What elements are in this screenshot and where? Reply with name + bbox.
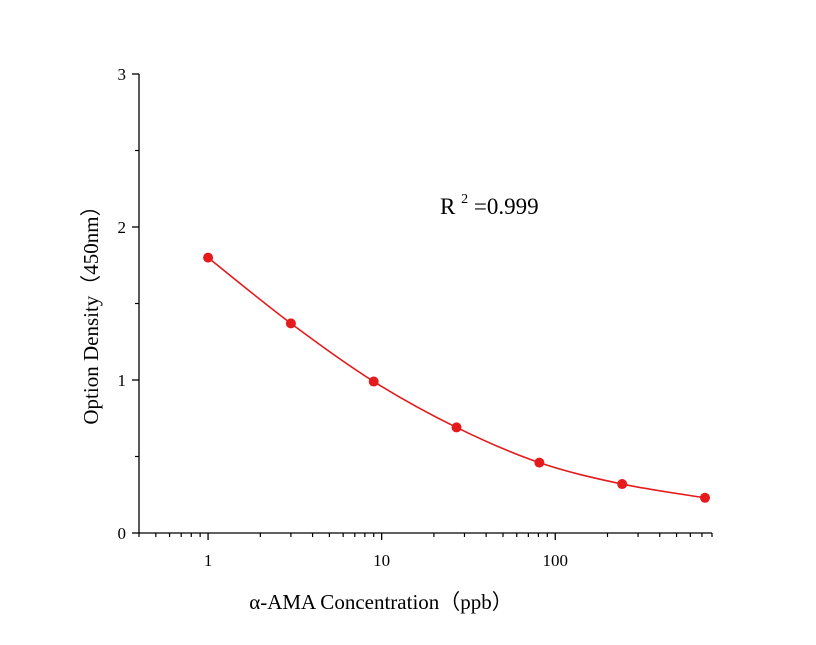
data-point [534,457,545,468]
x-tick-label: 10 [373,551,390,570]
data-point [368,376,379,387]
data-point [617,479,628,490]
data-point [203,252,214,263]
y-tick-label: 1 [118,371,127,390]
r-squared-superscript: 2 [461,192,468,207]
series-group [203,252,710,503]
y-axis-title: Option Density（450nm） [79,195,103,424]
r-squared-base: R [440,194,456,219]
data-point [699,492,710,503]
ticks-group [132,73,713,540]
data-point [451,422,462,433]
r-squared-value: =0.999 [474,194,539,219]
x-axis-title: α-AMA Concentration（ppb） [249,590,513,614]
fit-curve [207,256,706,499]
y-tick-label: 0 [118,524,127,543]
tick-labels-group: 0 1 2 3 1 10 100 [118,65,568,570]
r-squared-annotation: R 2 =0.999 [440,183,539,219]
y-tick-label: 3 [118,65,127,84]
y-tick-label: 2 [118,218,127,237]
axes-group [138,74,712,534]
x-tick-label: 100 [542,551,568,570]
x-tick-label: 1 [204,551,213,570]
data-point [285,318,296,329]
